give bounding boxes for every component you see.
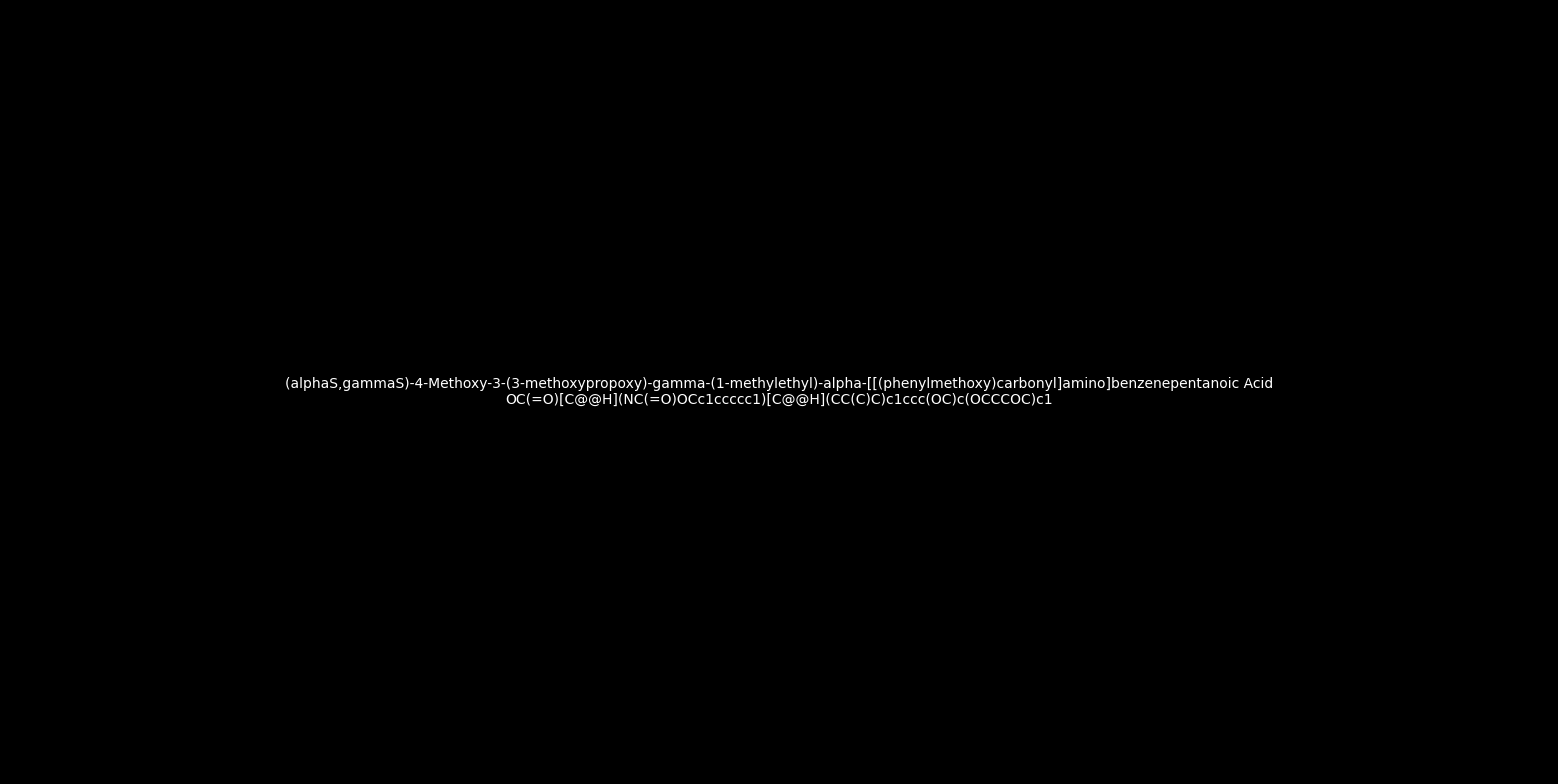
Text: (alphaS,gammaS)-4-Methoxy-3-(3-methoxypropoxy)-gamma-(1-methylethyl)-alpha-[[(ph: (alphaS,gammaS)-4-Methoxy-3-(3-methoxypr… <box>285 377 1273 407</box>
